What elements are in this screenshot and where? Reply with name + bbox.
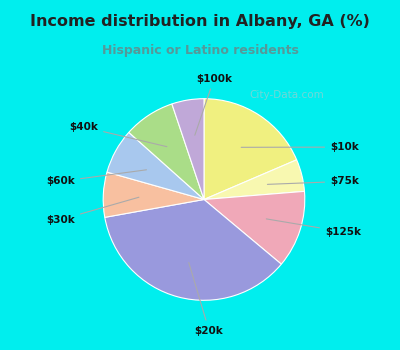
Text: $10k: $10k [241,142,359,152]
Wedge shape [204,160,304,200]
Wedge shape [204,99,297,200]
Wedge shape [172,99,204,200]
Wedge shape [204,191,305,264]
Text: $75k: $75k [268,176,359,186]
Text: $30k: $30k [46,197,139,225]
Text: $60k: $60k [46,170,146,186]
Text: $125k: $125k [266,219,361,237]
Text: Income distribution in Albany, GA (%): Income distribution in Albany, GA (%) [30,14,370,29]
Text: $100k: $100k [195,74,232,135]
Text: $20k: $20k [189,262,224,336]
Wedge shape [129,104,204,199]
Text: City-Data.com: City-Data.com [249,90,324,100]
Wedge shape [103,172,204,217]
Wedge shape [105,199,281,300]
Text: $40k: $40k [69,122,167,147]
Text: Hispanic or Latino residents: Hispanic or Latino residents [102,44,298,57]
Wedge shape [107,132,204,200]
